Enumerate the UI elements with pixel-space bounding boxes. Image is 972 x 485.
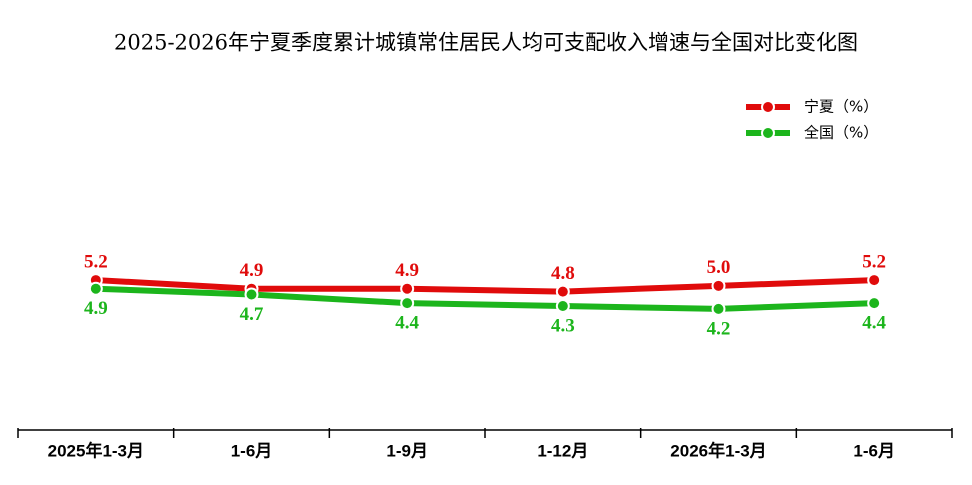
data-label: 4.7 [240, 304, 264, 325]
data-label: 5.0 [707, 257, 731, 278]
data-label: 4.8 [551, 263, 575, 284]
data-label: 4.3 [551, 315, 575, 336]
data-point [88, 281, 103, 296]
x-tick-label: 1-6月 [853, 441, 895, 460]
x-tick-label: 1-9月 [386, 441, 428, 460]
data-point [400, 281, 415, 296]
data-label: 5.2 [862, 251, 886, 272]
data-point [867, 296, 882, 311]
data-label: 5.2 [84, 251, 108, 272]
legend-marker [761, 100, 775, 114]
data-point [867, 273, 882, 288]
data-label: 4.2 [707, 318, 731, 339]
data-point [555, 299, 570, 314]
chart-title: 2025-2026年宁夏季度累计城镇常住居民人均可支配收入增速与全国对比变化图 [114, 31, 858, 55]
x-tick-label: 1-6月 [231, 441, 273, 460]
legend-marker [761, 126, 775, 140]
data-label: 4.9 [84, 298, 108, 319]
series-line [95, 277, 875, 295]
data-point [711, 301, 726, 316]
data-point [400, 296, 415, 311]
data-label: 4.4 [395, 312, 419, 333]
legend-label: 宁夏（%） [804, 98, 878, 116]
data-point [555, 284, 570, 299]
data-label: 4.9 [395, 260, 419, 281]
data-label: 4.9 [240, 260, 264, 281]
series-line [95, 285, 875, 312]
data-point [711, 278, 726, 293]
data-label: 4.4 [862, 312, 886, 333]
x-tick-label: 1-12月 [537, 441, 588, 460]
data-point [244, 287, 259, 302]
x-tick-label: 2025年1-3月 [48, 440, 144, 460]
x-tick-label: 2026年1-3月 [670, 440, 766, 460]
legend-label: 全国（%） [804, 124, 878, 142]
